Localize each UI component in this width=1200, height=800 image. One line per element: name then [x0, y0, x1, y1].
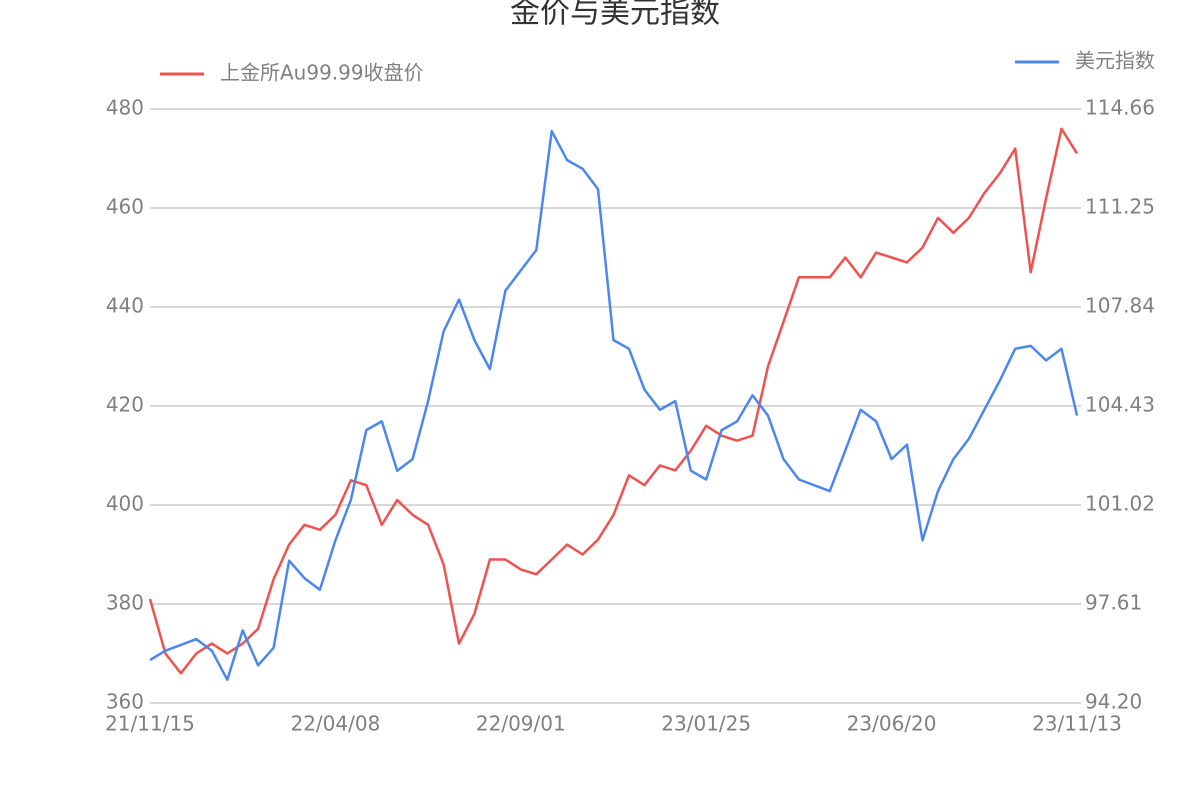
- y-tick-label: 420: [106, 393, 144, 417]
- x-tick-label: 23/11/13: [1032, 712, 1122, 736]
- y2-tick-label: 107.84: [1085, 294, 1155, 318]
- y2-tick-label: 111.25: [1085, 195, 1155, 219]
- x-tick-label: 23/01/25: [661, 712, 751, 736]
- line-series: [148, 127, 1079, 675]
- y2-tick-label: 94.20: [1085, 690, 1142, 714]
- x-tick-label: 22/09/01: [476, 712, 566, 736]
- y-tick-label: 480: [106, 96, 144, 120]
- chart-title: 金价与美元指数: [510, 0, 720, 31]
- y-tick-label: 380: [106, 591, 144, 615]
- y-tick-label: 440: [106, 294, 144, 318]
- legend-label: 上金所Au99.99收盘价: [220, 61, 424, 85]
- y2-tick-label: 104.43: [1085, 393, 1155, 417]
- y-tick-label: 400: [106, 492, 144, 516]
- legend-label: 美元指数: [1075, 49, 1155, 73]
- x-tick-label: 23/06/20: [847, 712, 937, 736]
- y-tick-label: 360: [106, 690, 144, 714]
- x-tick-label: 21/11/15: [105, 712, 195, 736]
- x-tick-label: 22/04/08: [290, 712, 380, 736]
- line-series: [149, 129, 1079, 682]
- y2-tick-label: 114.66: [1085, 96, 1155, 120]
- y2-tick-label: 97.61: [1085, 591, 1142, 615]
- y2-tick-label: 101.02: [1085, 492, 1155, 516]
- y-tick-label: 460: [106, 195, 144, 219]
